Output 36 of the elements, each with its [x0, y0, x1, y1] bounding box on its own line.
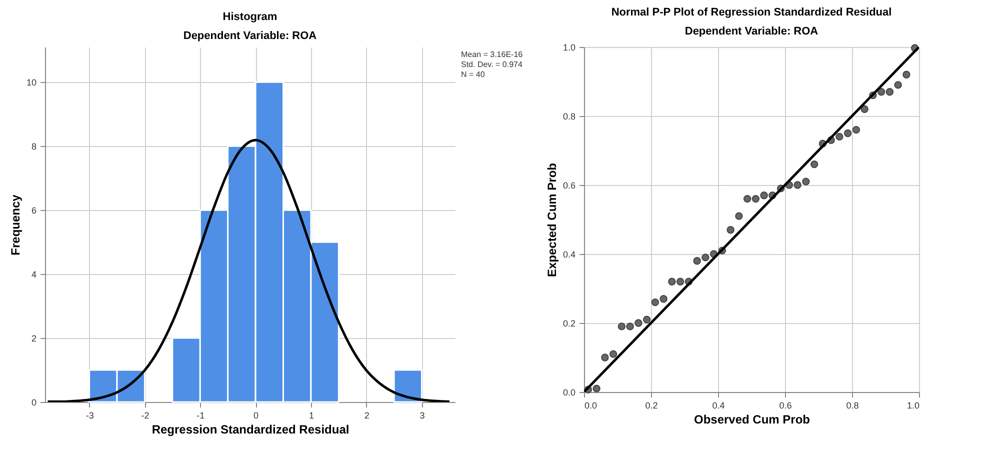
x-tick-label: 0.4 [712, 400, 725, 410]
text: N = 40 [461, 70, 486, 79]
chart-title: Normal P-P Plot of Regression Standardized Residual [611, 6, 892, 19]
x-tick-label: -2 [141, 410, 150, 420]
y-tick-label: 8 [31, 142, 36, 152]
text: Std. Dev. = 0.974 [461, 60, 523, 69]
y-tick-label: 0.6 [562, 180, 576, 190]
x-tick-label: -1 [196, 410, 205, 420]
text: Mean = 3.16E-16 [461, 50, 524, 59]
x-tick-label: 1 [308, 410, 314, 420]
x-tick-label: 1.0 [906, 400, 920, 410]
y-tick-label: 10 [26, 78, 36, 88]
x-tick-label: 0.0 [584, 400, 598, 410]
x-axis-title: Regression Standardized Residual [152, 422, 350, 436]
y-tick-label: 0.0 [562, 388, 576, 398]
x-axis-title: Observed Cum Prob [694, 412, 810, 426]
y-tick-label: 4 [31, 270, 36, 280]
chart-subtitle: Dependent Variable: ROA [183, 30, 317, 42]
x-tick-label: 0.8 [846, 400, 859, 410]
x-tick-label: 0.2 [645, 400, 658, 410]
x-tick-label: -3 [86, 410, 94, 420]
line-series [46, 138, 451, 402]
x-tick-label: 0 [254, 410, 259, 420]
x-tick-label: 0.6 [779, 400, 792, 410]
y-tick-label: 1.0 [562, 42, 576, 52]
y-tick-label: 6 [31, 206, 36, 216]
x-tick-label: 3 [420, 410, 425, 420]
y-axis-title: Frequency [8, 194, 22, 256]
chart-subtitle: Dependent Variable: ROA [684, 26, 818, 38]
y-tick-label: 2 [31, 334, 36, 344]
chart-title: Histogram [222, 11, 278, 23]
y-tick-label: 0.4 [562, 250, 576, 260]
y-tick-label: 0.2 [562, 318, 576, 328]
y-tick-label: 0.8 [562, 112, 576, 122]
y-axis-title: Expected Cum Prob [544, 162, 559, 278]
x-tick-label: 2 [364, 410, 370, 420]
